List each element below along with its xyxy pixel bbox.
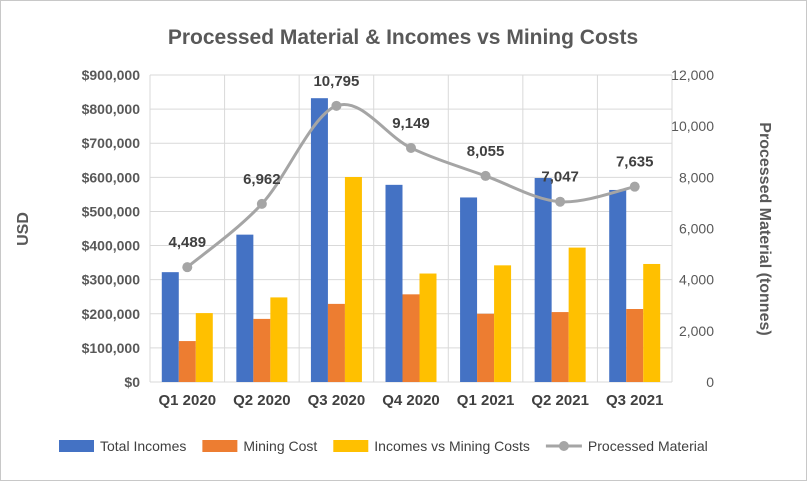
bar-total-incomes (385, 184, 403, 382)
bar-incomes-vs-mining-costs (270, 297, 288, 382)
processed-material-marker (331, 100, 342, 111)
y-tick-label: $600,000 (82, 169, 141, 185)
bar-mining-cost (327, 303, 345, 382)
y2-tick-label: 4,000 (679, 272, 714, 288)
processed-material-data-label: 8,055 (467, 143, 505, 160)
bar-total-incomes (609, 189, 627, 382)
legend-label-incomes-vs-mining-costs: Incomes vs Mining Costs (374, 438, 530, 454)
x-tick-label: Q4 2020 (382, 392, 440, 409)
y2-tick-label: 2,000 (679, 323, 714, 339)
bar-incomes-vs-mining-costs (419, 273, 437, 382)
bar-total-incomes (460, 197, 478, 382)
x-tick-label: Q2 2020 (233, 392, 291, 409)
processed-material-line: 4,489 6,962 10,795 9,149 8,055 7,047 7,635 (169, 73, 654, 273)
legend-swatch-mining-cost (202, 440, 238, 452)
x-tick-label: Q3 2021 (606, 392, 664, 409)
legend-swatch-total-incomes (59, 440, 94, 452)
legend-swatch-incomes-vs-mining-costs (333, 440, 369, 452)
axes: $0 $100,000 $200,000 $300,000 $400,000 $500,0… (82, 67, 715, 409)
bar-mining-cost (626, 309, 644, 382)
y2-tick-label: 10,000 (671, 118, 714, 134)
y-tick-label: $0 (124, 374, 140, 390)
processed-material-marker (256, 198, 267, 209)
y-tick-label: $800,000 (82, 101, 141, 117)
bar-mining-cost (402, 294, 420, 382)
y2-tick-label: 6,000 (679, 221, 714, 237)
bar-mining-cost (253, 318, 271, 382)
processed-material-data-label: 7,047 (541, 169, 579, 186)
bar-total-incomes (236, 234, 254, 382)
bar-total-incomes (310, 98, 328, 382)
legend-label-processed-material: Processed Material (588, 438, 708, 454)
x-tick-label: Q1 2021 (457, 392, 515, 409)
bar-incomes-vs-mining-costs (643, 263, 661, 382)
processed-material-marker (480, 170, 491, 181)
processed-material-marker (406, 142, 416, 153)
bar-mining-cost (178, 341, 196, 382)
processed-material-data-label: 4,489 (169, 234, 207, 251)
bar-mining-cost (477, 313, 495, 382)
legend-marker-processed-material (558, 441, 569, 451)
y-tick-label: $300,000 (82, 272, 141, 288)
processed-material-data-label: 9,149 (392, 115, 430, 132)
y-tick-label: $100,000 (82, 340, 141, 356)
y-tick-label: $200,000 (82, 306, 141, 322)
chart-title: Processed Material & Incomes vs Mining C… (168, 26, 638, 49)
bar-mining-cost (551, 312, 569, 382)
y-tick-label: $900,000 (82, 67, 141, 83)
processed-material-marker (629, 181, 640, 192)
gridlines (149, 74, 673, 383)
y2-tick-label: 8,000 (679, 169, 714, 185)
processed-material-marker (182, 262, 193, 273)
bar-total-incomes (534, 178, 552, 382)
y-tick-label: $400,000 (82, 238, 141, 254)
processed-material-data-label: 6,962 (243, 171, 281, 188)
bars (161, 98, 661, 382)
y-axis-title: USD (15, 212, 32, 246)
y-tick-label: $500,000 (82, 203, 141, 219)
x-tick-label: Q2 2021 (531, 392, 589, 409)
legend: Total Incomes Mining Cost Incomes vs Minin… (59, 438, 708, 454)
y-tick-label: $700,000 (82, 135, 141, 151)
x-tick-label: Q1 2020 (159, 392, 217, 409)
bar-total-incomes (161, 272, 179, 382)
bar-incomes-vs-mining-costs (195, 313, 213, 382)
x-tick-label: Q3 2020 (308, 392, 366, 409)
bar-incomes-vs-mining-costs (494, 265, 512, 382)
y2-tick-label: 12,000 (671, 67, 714, 83)
bar-incomes-vs-mining-costs (344, 176, 362, 382)
bar-incomes-vs-mining-costs (568, 247, 586, 382)
legend-label-mining-cost: Mining Cost (243, 438, 317, 454)
legend-label-total-incomes: Total Incomes (100, 438, 186, 454)
y2-tick-label: 0 (706, 374, 714, 390)
y2-axis-title: Processed Material (tonnes) (756, 122, 773, 335)
processed-material-marker (555, 196, 566, 207)
processed-material-data-label: 7,635 (616, 154, 654, 171)
processed-material-data-label: 10,795 (313, 73, 359, 90)
